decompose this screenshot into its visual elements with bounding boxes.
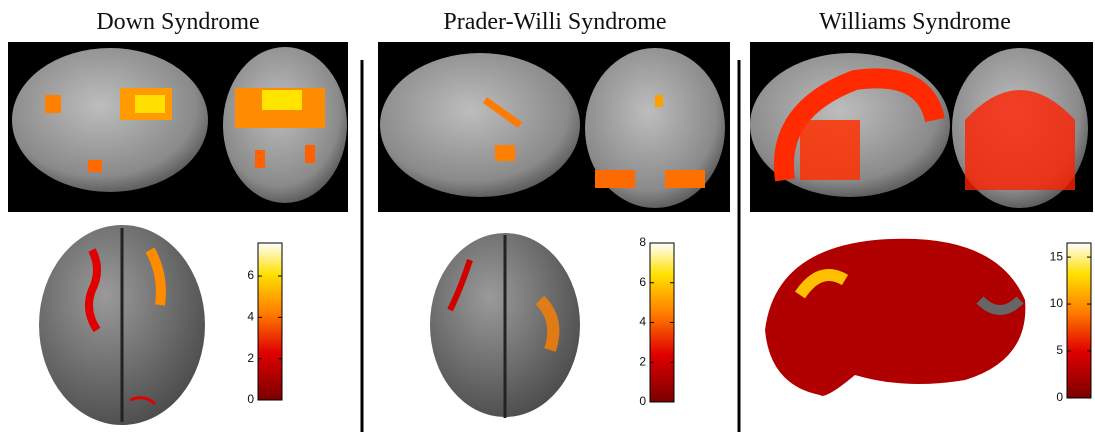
colorbar-tick-label: 10 <box>1050 296 1064 310</box>
mri-slices <box>8 42 348 212</box>
colorbar-tick-label: 2 <box>639 354 646 368</box>
colorbar-tick-label: 4 <box>639 315 646 329</box>
mri-slices <box>750 42 1093 212</box>
colorbar-tick-label: 2 <box>247 351 254 365</box>
colorbar-tick-label: 6 <box>639 275 646 289</box>
mri-slices <box>378 42 730 212</box>
colorbar-tick-label: 6 <box>247 268 254 282</box>
panel-title: Williams Syndrome <box>819 9 1011 35</box>
brain-surface <box>765 238 1026 396</box>
colorbar-tick-label: 0 <box>639 394 646 408</box>
colorbar-tick-label: 0 <box>247 392 254 406</box>
colorbar-tick-label: 5 <box>1056 343 1063 357</box>
colorbar <box>1066 242 1092 399</box>
brain-surface <box>39 225 205 425</box>
colorbar-tick-label: 15 <box>1050 249 1064 263</box>
colorbar-tick-label: 0 <box>1056 390 1063 404</box>
brain-surface <box>430 233 580 418</box>
panel-title: Down Syndrome <box>96 9 259 35</box>
colorbar-tick-label: 4 <box>247 310 254 324</box>
colorbar-tick-label: 8 <box>639 235 646 249</box>
panel-title: Prader-Willi Syndrome <box>443 9 666 35</box>
colorbar <box>257 242 283 401</box>
